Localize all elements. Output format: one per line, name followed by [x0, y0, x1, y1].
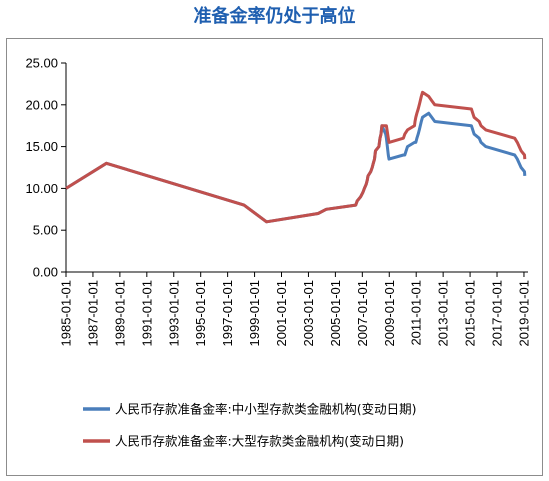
- x-tick-label: 2007-01-01: [355, 280, 370, 347]
- y-tick-label: 10.00: [25, 181, 58, 196]
- x-tick-label: 1987-01-01: [85, 280, 100, 347]
- x-tick-label: 1995-01-01: [193, 280, 208, 347]
- x-tick-label: 2003-01-01: [301, 280, 316, 347]
- legend-label: 人民币存款准备金率:大型存款类金融机构(变动日期): [115, 434, 404, 449]
- legend: 人民币存款准备金率:中小型存款类金融机构(变动日期) 人民币存款准备金率:大型存款…: [83, 402, 416, 449]
- x-tick-label: 1997-01-01: [220, 280, 235, 347]
- x-tick-label: 1989-01-01: [112, 280, 127, 347]
- x-tick-label: 2019-01-01: [516, 280, 531, 347]
- legend-label: 人民币存款准备金率:中小型存款类金融机构(变动日期): [115, 402, 416, 417]
- x-tick-label: 2005-01-01: [328, 280, 343, 347]
- x-tick-label: 1999-01-01: [247, 280, 262, 347]
- chart-title: 准备金率仍处于高位: [193, 6, 356, 27]
- chart-frame: [6, 38, 543, 476]
- x-tick-label: 2011-01-01: [409, 280, 424, 346]
- x-tick-label: 1985-01-01: [59, 280, 74, 347]
- series-layer: [65, 90, 527, 224]
- x-tick-label: 1991-01-01: [139, 280, 154, 347]
- x-tick-label: 2009-01-01: [382, 280, 397, 347]
- y-tick-label: 5.00: [33, 223, 58, 238]
- x-tick-label: 2001-01-01: [274, 280, 289, 347]
- axes: 0.00 5.00 10.00 15.00 20.00 25.00 1985-01-01 19…: [25, 56, 531, 347]
- series-line-large-banks: [65, 90, 527, 224]
- y-tick-label: 15.00: [25, 139, 58, 154]
- x-tick-label: 1993-01-01: [166, 280, 181, 347]
- y-tick-label: 20.00: [25, 97, 58, 112]
- y-tick-label: 0.00: [33, 265, 58, 280]
- x-tick-label: 2017-01-01: [490, 280, 505, 347]
- x-tick-label: 2015-01-01: [463, 280, 478, 347]
- series-line-small-medium-banks: [65, 111, 527, 224]
- y-tick-label: 25.00: [25, 56, 58, 71]
- x-tick-label: 2013-01-01: [436, 280, 451, 347]
